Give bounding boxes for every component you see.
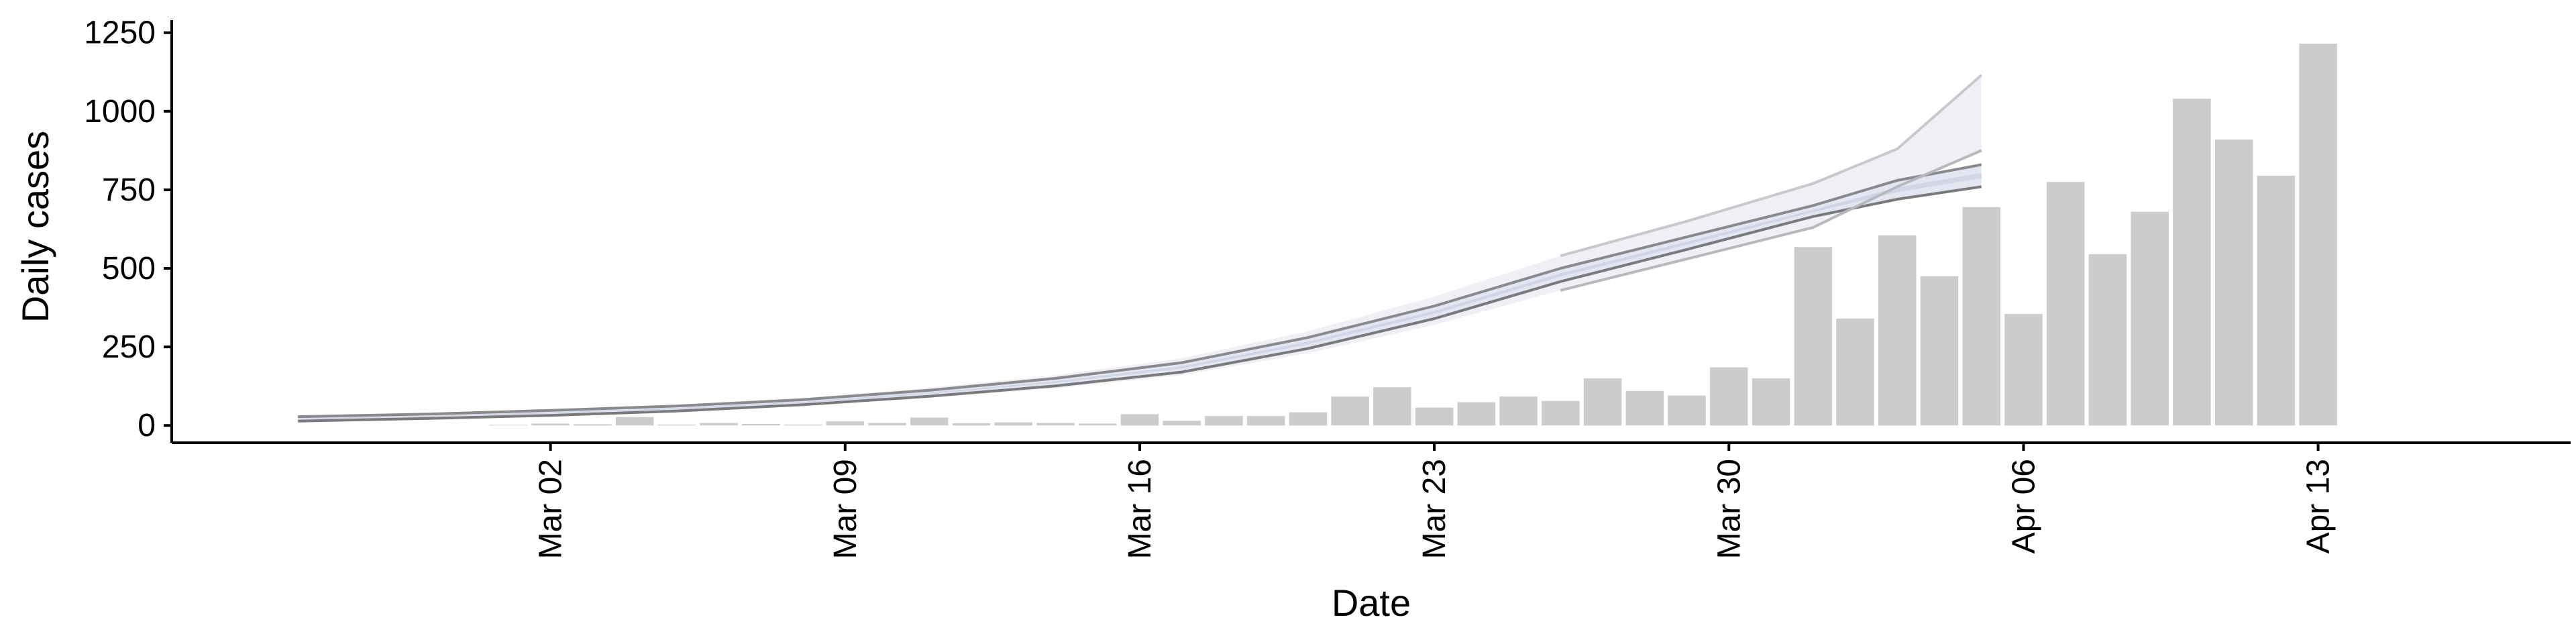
y-tick-label: 1250 [84, 15, 156, 51]
daily-case-bar [994, 422, 1032, 426]
daily-case-bar [1120, 414, 1159, 426]
x-tick-label: Apr 06 [2006, 459, 2041, 553]
daily-case-bar [1457, 402, 1496, 426]
daily-case-bar [700, 423, 738, 426]
daily-case-bar [1036, 423, 1075, 426]
daily-case-bar [531, 423, 570, 426]
daily-case-bar [2299, 44, 2337, 426]
y-axis-title: Daily cases [14, 131, 56, 323]
x-tick-label: Mar 23 [1417, 459, 1452, 559]
daily-case-bar [1668, 395, 1706, 426]
daily-case-bar [742, 423, 780, 426]
daily-case-bar [1836, 319, 1874, 426]
daily-case-bar [2173, 99, 2211, 426]
daily-case-bar [1499, 396, 1538, 426]
daily-case-bar [910, 417, 949, 426]
daily-case-bar [1962, 207, 2000, 426]
daily-case-bar [2131, 211, 2169, 426]
y-tick-label: 250 [102, 329, 156, 365]
forecast-upper-outer-line [1560, 74, 1983, 258]
daily-case-bar [1752, 378, 1790, 426]
x-axis-title: Date [1332, 582, 1411, 624]
forecast-band-middle [298, 164, 1982, 421]
forecast-upper-line [298, 163, 1982, 419]
daily-case-bar [1079, 423, 1117, 426]
daily-case-bar [1246, 416, 1285, 426]
daily-case-bar [1373, 387, 1411, 426]
x-tick-label: Mar 16 [1122, 459, 1158, 559]
daily-case-bar [2257, 175, 2296, 426]
daily-case-bar [2046, 182, 2085, 426]
line-layer [298, 74, 1983, 423]
daily-case-bar [1542, 400, 1580, 426]
x-tick-label: Mar 02 [533, 459, 569, 559]
daily-case-bar [2214, 140, 2253, 426]
daily-case-bar [1163, 421, 1201, 426]
y-tick-label: 0 [138, 408, 156, 443]
axis-layer: 0 250 500 750 1000 1250 Mar 02 Mar 09 Mar 16 Mar … [84, 15, 2571, 559]
daily-case-bar [1625, 390, 1664, 426]
daily-case-bar [826, 421, 865, 426]
bar-layer [489, 44, 2337, 426]
x-tick-label: Mar 09 [828, 459, 863, 559]
daily-case-bar [868, 423, 906, 426]
daily-case-bar [615, 417, 654, 426]
daily-case-bar [1205, 416, 1243, 426]
forecast-lower-outer-line [1560, 149, 1982, 292]
daily-case-bar [1415, 407, 1454, 426]
daily-case-bar [952, 423, 991, 426]
daily-case-bar [1878, 235, 1917, 426]
daily-case-bar [1794, 247, 1832, 426]
daily-case-bar [2088, 254, 2127, 426]
x-tick-label: Apr 13 [2301, 459, 2337, 553]
daily-case-bar [2004, 314, 2043, 426]
daily-case-bar [1583, 378, 1622, 426]
y-tick-label: 1000 [84, 94, 156, 129]
daily-case-bar [1289, 412, 1328, 426]
y-tick-label: 500 [102, 251, 156, 286]
daily-case-bar [1710, 367, 1748, 426]
daily-case-bar [1331, 396, 1369, 426]
daily-case-bar [1920, 276, 1959, 426]
daily-case-bar [574, 424, 612, 426]
x-tick-label: Mar 30 [1711, 459, 1747, 559]
y-tick-label: 750 [102, 172, 156, 208]
forecast-lower-line [298, 185, 1982, 423]
